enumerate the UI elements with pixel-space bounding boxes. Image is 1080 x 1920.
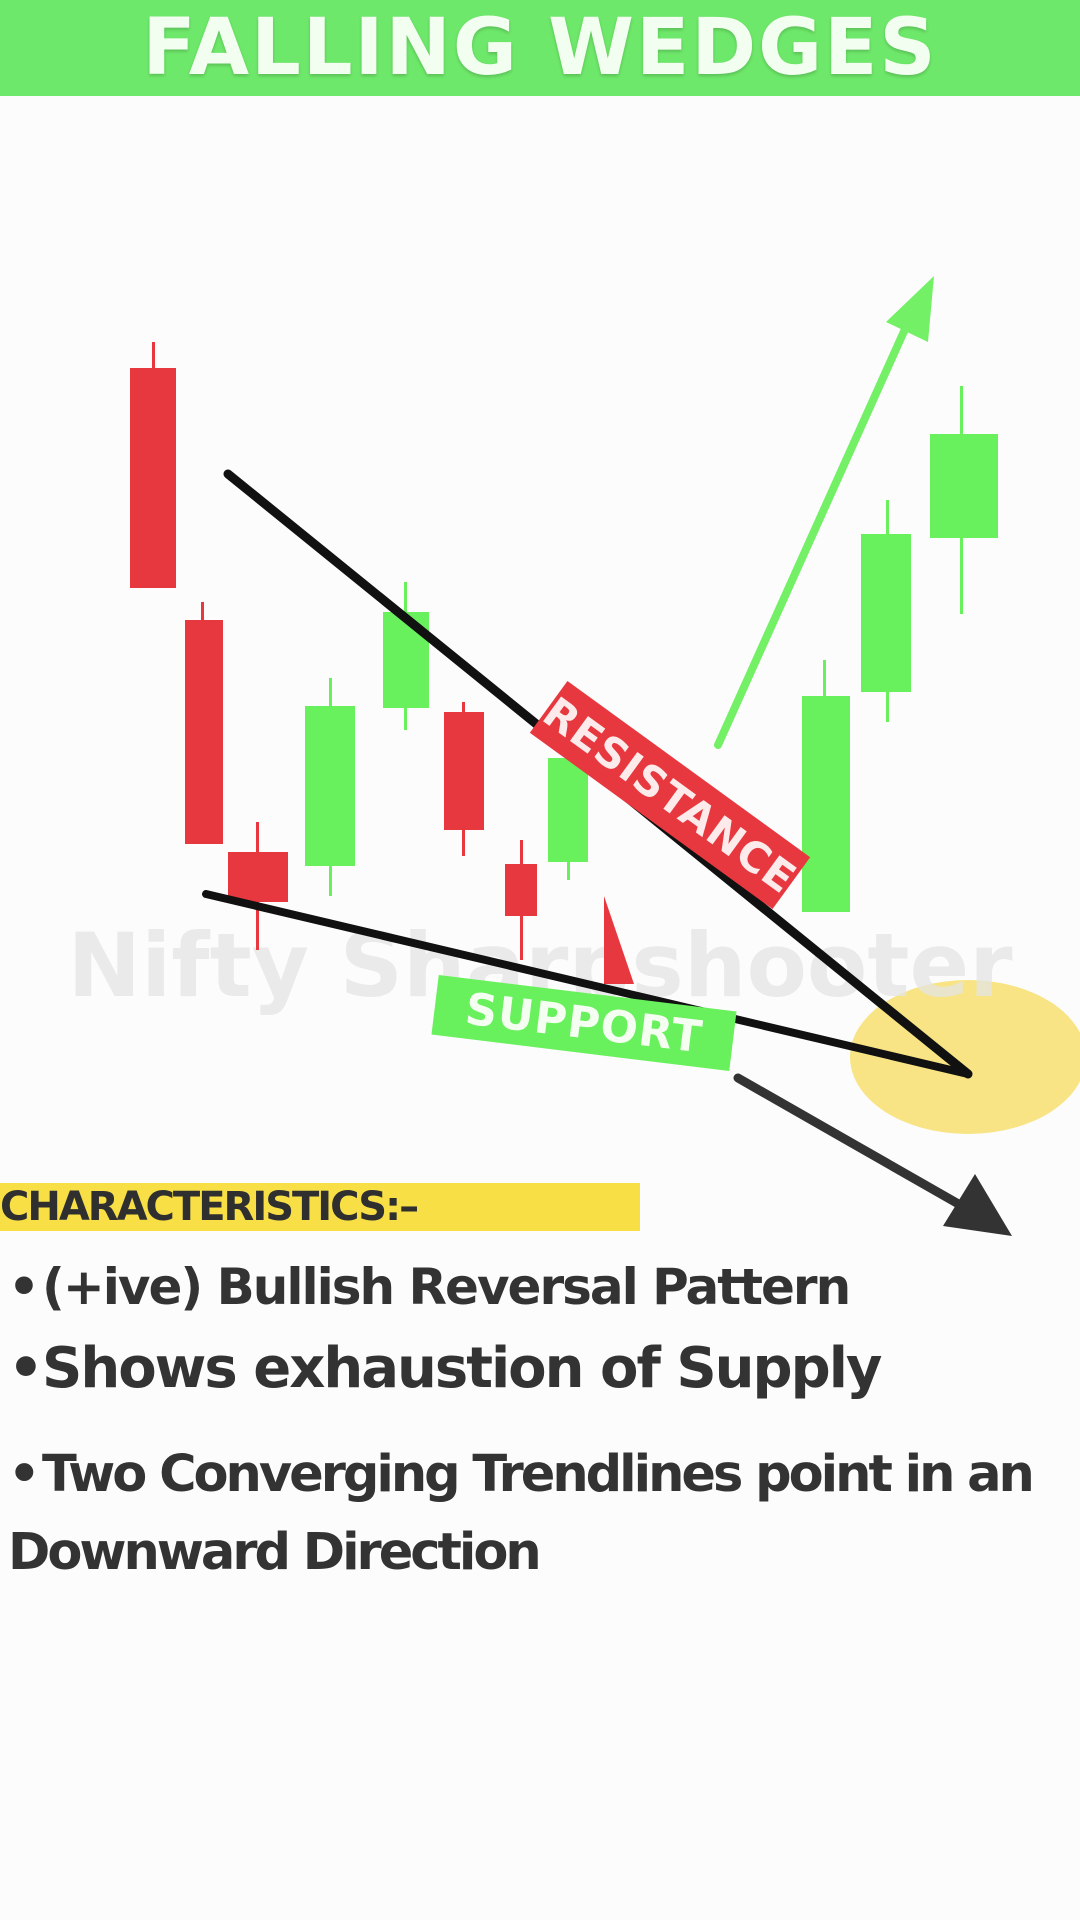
candle-bullish [305,706,355,866]
candle-bearish [130,368,176,588]
characteristic-item: •Two Converging Trendlines point in an D… [8,1436,1076,1592]
bullet-dot: • [8,1258,40,1316]
characteristics-heading: CHARACTERISTICS:– [0,1183,640,1231]
page-title: FALLING WEDGES [142,3,938,93]
candle-bullish [548,758,588,862]
characteristic-text: Two Converging Trendlines point in an Do… [8,1445,1035,1582]
characteristic-text: (+ive) Bullish Reversal Pattern [42,1258,851,1316]
small-red-marker [604,896,634,984]
breakout-up-arrow-icon [714,276,934,749]
bullet-dot: • [8,1445,41,1504]
characteristic-text: Shows exhaustion of Supply [42,1336,882,1401]
candlestick-group [130,342,998,984]
candle-wick [152,342,155,372]
downward-arrow-icon [733,1073,1012,1236]
bullet-dot: • [8,1336,44,1401]
candle-bearish [228,852,288,902]
candle-bearish [444,712,484,830]
support-trendline [202,890,972,1078]
characteristic-item: •Shows exhaustion of Supply [8,1336,882,1401]
candle-bearish [185,620,223,844]
candle-bullish [930,434,998,538]
candle-bearish [505,864,537,916]
apex-highlight-circle [850,980,1080,1134]
candle-bullish [861,534,911,692]
candle-bullish [802,696,850,912]
characteristic-item: •(+ive) Bullish Reversal Pattern [8,1258,851,1316]
title-banner [0,0,1080,96]
